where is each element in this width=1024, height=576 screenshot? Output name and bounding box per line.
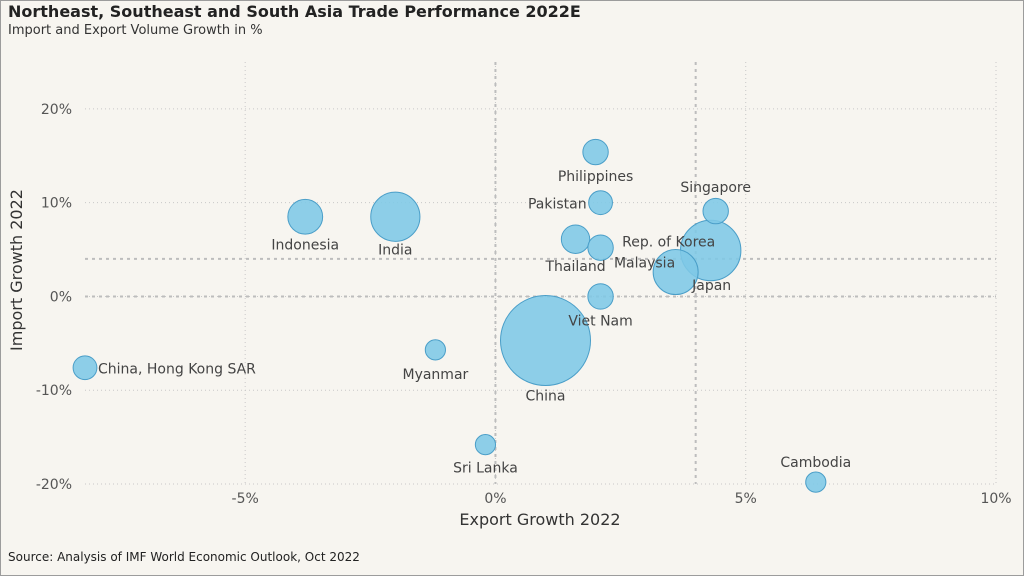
x-axis-label: Export Growth 2022 [459,510,620,529]
x-tick-label: 10% [980,491,1011,507]
bubble-labels: China Japan Rep. of Korea India Indonesia Tha… [98,169,851,477]
bubble-label: Philippines [558,169,633,185]
bubble-china [500,295,592,387]
bubble-indonesia [287,198,324,235]
bubble-malaysia [587,234,614,261]
source-note: Source: Analysis of IMF World Economic O… [8,550,360,564]
bubble-cambodia [805,471,827,493]
bubble-myanmar [424,339,446,361]
y-axis-label: Import Growth 2022 [7,189,26,351]
bubble-label: Pakistan [528,197,587,213]
bubble-thailand [560,224,591,254]
bubble-viet-nam [587,283,614,310]
chart-title: Northeast, Southeast and South Asia Trad… [8,2,581,21]
bubble-label: Malaysia [614,256,675,272]
bubble-china-hong-kong-sar [72,355,98,381]
y-axis-ticks: 20% 10% 0% -10% -20% [36,102,72,493]
bubble-label: Thailand [544,259,605,275]
bubble-india [370,191,421,242]
bubbles [72,138,827,493]
bubble-label: India [378,243,412,259]
bubble-label: Singapore [680,180,751,196]
bubble-label: Indonesia [271,238,339,254]
y-tick-label: -10% [36,383,72,399]
y-tick-label: 0% [50,289,72,305]
bubble-philippines [582,138,609,166]
bubble-label: Sri Lanka [453,461,518,477]
x-tick-label: 5% [735,491,757,507]
y-tick-label: -20% [36,477,72,493]
y-tick-label: 10% [41,196,72,212]
x-tick-label: 0% [484,491,506,507]
bubble-label: Rep. of Korea [622,234,715,250]
x-axis-ticks: -5% 0% 5% 10% [232,491,1012,507]
y-tick-label: 20% [41,102,72,118]
x-tick-label: -5% [232,491,259,507]
bubble-label: Myanmar [402,367,468,383]
bubble-pakistan [588,190,613,216]
bubble-japan [652,249,699,296]
bubble-label: Japan [691,278,731,294]
bubble-label: Cambodia [780,455,851,471]
bubble-label: China, Hong Kong SAR [98,362,256,378]
bubble-label: China [526,389,566,405]
bubble-label: Viet Nam [568,313,632,329]
bubble-sri-lanka [474,434,497,456]
reference-lines [85,62,996,484]
grid-lines [85,62,997,485]
chart-subtitle: Import and Export Volume Growth in % [8,23,263,38]
bubble-singapore [702,197,729,225]
